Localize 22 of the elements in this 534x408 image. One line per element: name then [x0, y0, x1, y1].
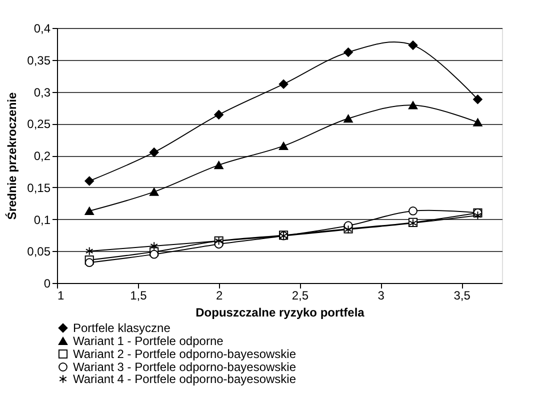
y-tick-label: 0,05: [27, 244, 51, 259]
y-axis-title: Średnie przekroczenie: [5, 92, 20, 220]
legend-label: Wariant 2 - Portfele odporno-bayesowskie: [73, 347, 296, 361]
legend-label: Wariant 1 - Portfele odporne: [73, 334, 224, 348]
x-tick-label: 1: [58, 288, 64, 302]
x-tick-label: 1,5: [130, 288, 148, 302]
x-tick-label: 3: [378, 288, 385, 302]
x-tick-label: 3,5: [454, 288, 471, 302]
y-tick-label: 0,25: [27, 117, 51, 132]
y-tick-label: 0,1: [34, 212, 51, 227]
legend-label: Portfele klasyczne: [73, 321, 171, 335]
y-tick-label: 0,35: [27, 53, 51, 68]
legend-label: Wariant 3 - Portfele odporno-bayesowskie: [73, 360, 296, 374]
y-tick-label: 0,4: [34, 22, 51, 36]
legend-label: Wariant 4 - Portfele odporno-bayesowskie: [73, 372, 296, 386]
x-tick-label: 2,5: [292, 288, 309, 302]
y-tick-label: 0,15: [27, 180, 51, 195]
y-tick-label: 0,3: [34, 85, 51, 100]
y-tick-label: 0,2: [34, 149, 51, 163]
x-axis-title: Dopuszczalne ryzyko portfela: [196, 306, 365, 320]
y-tick-label: 0: [44, 276, 51, 290]
x-tick-label: 2: [216, 288, 223, 302]
